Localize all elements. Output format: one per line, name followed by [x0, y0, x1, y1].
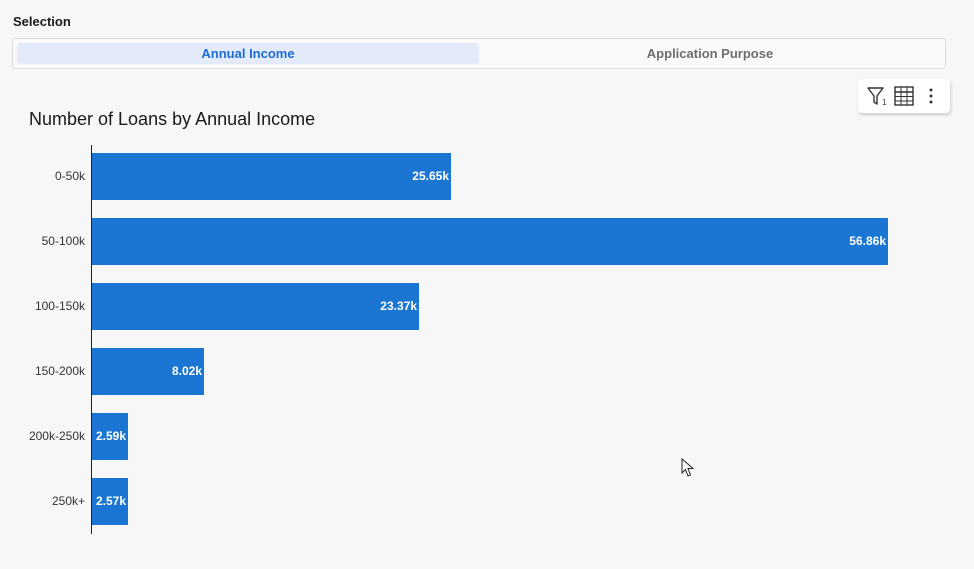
bar-value-label: 23.37k: [380, 298, 417, 313]
bar[interactable]: [92, 348, 204, 395]
bar[interactable]: [92, 478, 128, 525]
category-label: 150-200k: [34, 363, 85, 378]
selection-label: Selection: [13, 14, 71, 29]
filter-icon: 1: [867, 87, 887, 107]
bar[interactable]: [92, 218, 888, 265]
category-axis-line: [91, 145, 92, 534]
category-label: 100-150k: [34, 298, 85, 313]
filter-count: 1: [882, 98, 887, 107]
category-label: 200k-250k: [28, 428, 85, 443]
bar[interactable]: [92, 153, 451, 200]
category-label: 50-100k: [41, 233, 85, 248]
more-vertical-icon: [929, 88, 933, 104]
more-options-button[interactable]: [919, 84, 943, 108]
filter-button[interactable]: 1: [865, 84, 889, 108]
selection-control: Annual Income Application Purpose: [12, 38, 946, 69]
view-table-button[interactable]: [892, 84, 916, 108]
category-label: 250k+: [51, 493, 85, 508]
bar-value-label: 8.02k: [171, 363, 202, 378]
bar[interactable]: [92, 413, 128, 460]
mouse-cursor-icon: [681, 458, 695, 477]
bar-value-label: 56.86k: [849, 233, 886, 248]
tab-annual-income[interactable]: Annual Income: [17, 43, 479, 64]
category-label: 0-50k: [54, 168, 85, 183]
chart-title: Number of Loans by Annual Income: [29, 109, 316, 129]
bar-value-label: 2.57k: [95, 493, 126, 508]
bar-value-label: 25.65k: [412, 168, 449, 183]
bar-value-label: 2.59k: [95, 428, 126, 443]
table-icon: [894, 86, 914, 106]
bar[interactable]: [92, 283, 419, 330]
chart-toolbar: 1: [858, 79, 950, 113]
tab-application-purpose[interactable]: Application Purpose: [646, 46, 774, 61]
